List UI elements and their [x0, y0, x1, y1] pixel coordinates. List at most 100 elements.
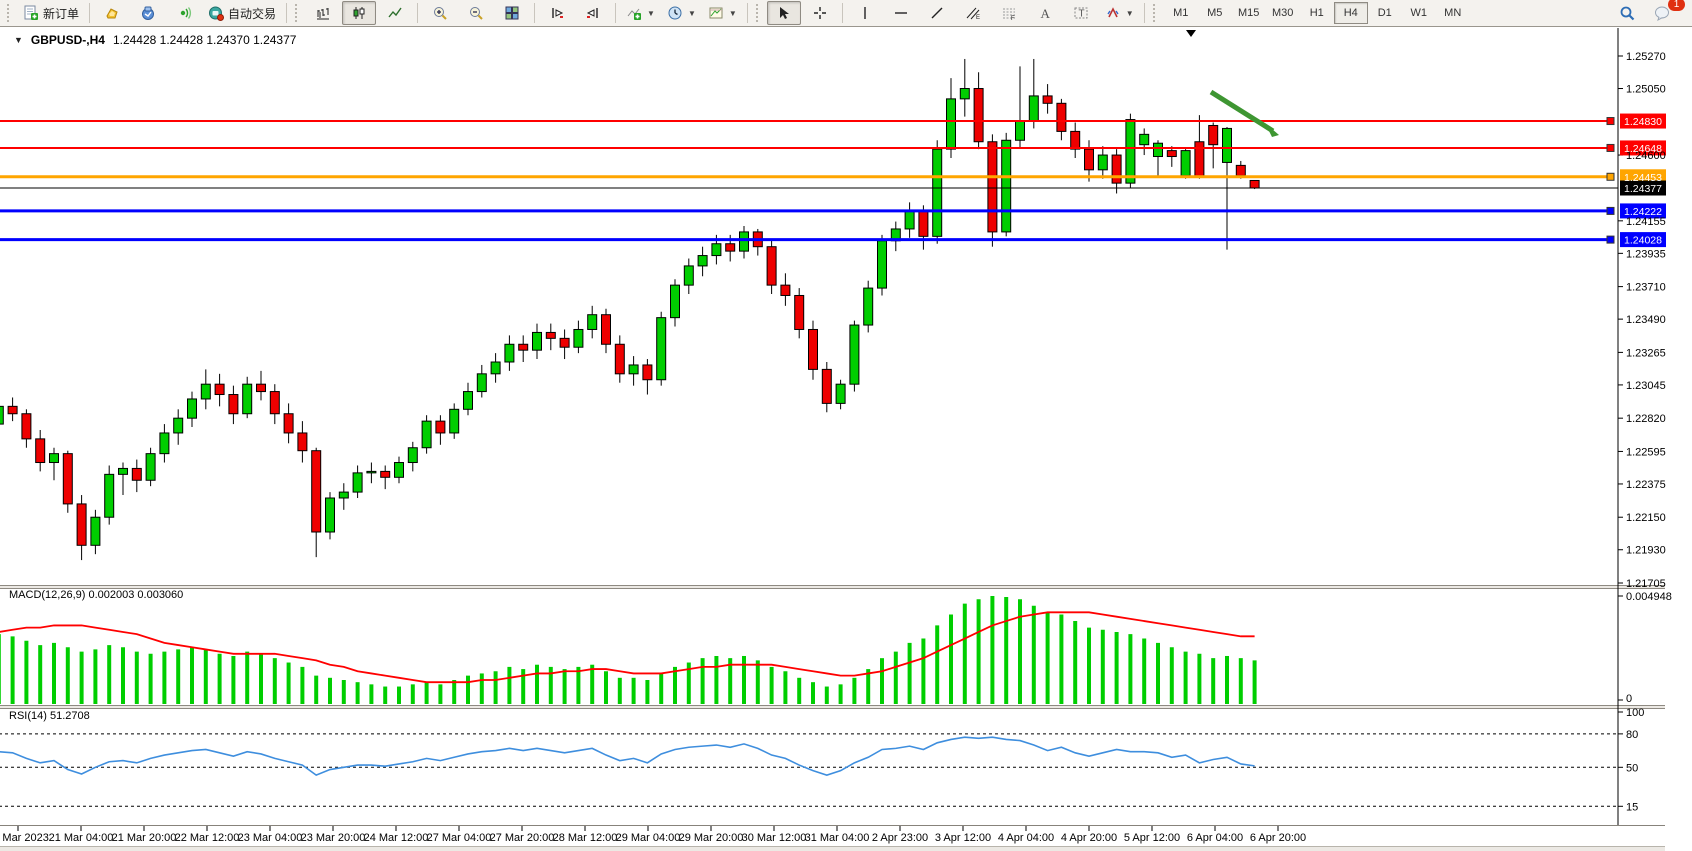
- toolbar-drag-handle[interactable]: [755, 4, 762, 22]
- template-icon: [709, 7, 723, 19]
- svg-text:2 Apr 23:00: 2 Apr 23:00: [872, 832, 928, 844]
- macd-pane: [0, 596, 1257, 704]
- timeframe-M5[interactable]: M5: [1207, 7, 1223, 19]
- timeframe-H4[interactable]: H4: [1333, 2, 1368, 24]
- auto-scroll-button[interactable]: [540, 1, 574, 25]
- text-label-button[interactable]: T: [1064, 1, 1098, 25]
- svg-text:E: E: [976, 15, 980, 21]
- timeframe-M1[interactable]: M1: [1173, 7, 1189, 19]
- rsi-indicator-label: RSI(14) 51.2708: [9, 710, 90, 722]
- text-icon: A: [1040, 6, 1050, 21]
- new-order-icon: [24, 5, 38, 20]
- periods-button[interactable]: ▼: [662, 1, 701, 25]
- svg-text:1.22820: 1.22820: [1626, 413, 1666, 425]
- chart-window: 1.25270 1.25050 1.24600 1.24155 1.23935 1.237…: [0, 27, 1692, 851]
- trendline-button[interactable]: [920, 1, 954, 25]
- cursor-button[interactable]: [766, 1, 801, 25]
- timeframe-M30[interactable]: M30: [1272, 7, 1294, 19]
- svg-text:80: 80: [1626, 729, 1638, 741]
- chart-canvas[interactable]: 1.25270 1.25050 1.24600 1.24155 1.23935 1.237…: [0, 27, 1692, 851]
- notifications-button[interactable]: 1: [1646, 0, 1685, 25]
- tile-windows-icon: [505, 6, 519, 20]
- svg-text:1.22375: 1.22375: [1626, 479, 1666, 491]
- search-button[interactable]: [1610, 1, 1644, 25]
- toolbar-drag-handle[interactable]: [295, 4, 301, 22]
- svg-text:27 Mar 20:00: 27 Mar 20:00: [490, 832, 555, 844]
- timeframe-W1[interactable]: W1: [1410, 7, 1427, 19]
- svg-text:27 Mar 04:00: 27 Mar 04:00: [427, 832, 492, 844]
- metaeditor-icon: [142, 6, 155, 20]
- svg-text:21 Mar 20:00: 21 Mar 20:00: [112, 832, 177, 844]
- svg-text:A: A: [1040, 6, 1050, 21]
- svg-text:4 Apr 04:00: 4 Apr 04:00: [998, 832, 1054, 844]
- svg-text:1.24648: 1.24648: [1624, 143, 1662, 155]
- metaeditor-button[interactable]: [131, 1, 165, 25]
- svg-text:T: T: [1078, 9, 1084, 20]
- gold-icon: [106, 8, 118, 19]
- svg-text:20 Mar 2023: 20 Mar 2023: [0, 832, 49, 844]
- svg-text:6 Apr 04:00: 6 Apr 04:00: [1187, 832, 1243, 844]
- autotrading-icon: [209, 6, 225, 21]
- toolbar-separator: [89, 3, 91, 23]
- notification-count-badge: 1: [1668, 0, 1685, 11]
- svg-text:1.24028: 1.24028: [1624, 235, 1662, 247]
- market-watch-button[interactable]: [95, 1, 129, 25]
- zoom-out-button[interactable]: [459, 1, 493, 25]
- svg-text:5 Apr 12:00: 5 Apr 12:00: [1124, 832, 1180, 844]
- toolbar-drag-handle[interactable]: [7, 4, 13, 22]
- crosshair-button[interactable]: [803, 1, 837, 25]
- trend-arrow: [1209, 89, 1279, 137]
- vertical-line-button[interactable]: [848, 1, 882, 25]
- svg-text:24 Mar 12:00: 24 Mar 12:00: [364, 832, 429, 844]
- svg-text:1.24830: 1.24830: [1624, 116, 1662, 128]
- equidistant-channel-button[interactable]: E: [956, 1, 990, 25]
- candlestick-chart-button[interactable]: [342, 1, 377, 25]
- dropdown-arrow-icon: ▼: [1125, 8, 1134, 18]
- fibonacci-button[interactable]: F: [992, 1, 1026, 25]
- arrows-button[interactable]: ▼: [1100, 1, 1139, 25]
- svg-text:28 Mar 12:00: 28 Mar 12:00: [553, 832, 618, 844]
- zoom-in-button[interactable]: [423, 1, 457, 25]
- svg-text:1.21705: 1.21705: [1626, 578, 1666, 590]
- timeframe-H1[interactable]: H1: [1309, 7, 1324, 19]
- svg-text:31 Mar 04:00: 31 Mar 04:00: [805, 832, 870, 844]
- horizontal-line-icon: [894, 12, 907, 14]
- templates-button[interactable]: ▼: [703, 1, 742, 25]
- text-button[interactable]: A: [1028, 1, 1062, 25]
- svg-text:1.23935: 1.23935: [1626, 248, 1666, 260]
- svg-text:1.23045: 1.23045: [1626, 380, 1666, 392]
- symbol-dropdown-icon[interactable]: ▼: [14, 35, 23, 45]
- horizontal-line-button[interactable]: [884, 1, 918, 25]
- svg-text:1.23490: 1.23490: [1626, 314, 1666, 326]
- search-icon: [1620, 6, 1634, 20]
- chart-shift-button[interactable]: [576, 1, 610, 25]
- timeframe-MN[interactable]: MN: [1444, 7, 1462, 19]
- svg-text:4 Apr 20:00: 4 Apr 20:00: [1061, 832, 1117, 844]
- chart-title: ▼ GBPUSD-,H4 1.24428 1.24428 1.24370 1.2…: [14, 33, 296, 47]
- timeframe-D1[interactable]: D1: [1377, 7, 1392, 19]
- indicators-icon: [627, 8, 642, 20]
- candlestick-chart-icon: [353, 7, 365, 19]
- svg-text:1.25270: 1.25270: [1626, 51, 1666, 63]
- dropdown-arrow-icon: ▼: [728, 8, 737, 18]
- rsi-pane: [0, 733, 1618, 807]
- auto-scroll-icon: [552, 8, 564, 18]
- svg-text:29 Mar 04:00: 29 Mar 04:00: [616, 832, 681, 844]
- indicators-button[interactable]: ▼: [621, 1, 660, 25]
- line-chart-icon: [388, 7, 402, 18]
- vertical-line-icon: [864, 7, 866, 19]
- chat-bubble-icon: [1655, 6, 1669, 21]
- candles: [0, 58, 1260, 561]
- new-order-button[interactable]: 新订单: [18, 1, 84, 25]
- line-chart-button[interactable]: [378, 1, 412, 25]
- cursor-icon: [779, 7, 789, 19]
- autotrading-button[interactable]: 自动交易: [203, 1, 281, 25]
- svg-text:0: 0: [1626, 693, 1632, 705]
- tile-windows-button[interactable]: [495, 1, 529, 25]
- timeframe-M15[interactable]: M15: [1238, 7, 1260, 19]
- svg-text:1.22595: 1.22595: [1626, 446, 1666, 458]
- bar-chart-button[interactable]: [306, 1, 340, 25]
- signals-button[interactable]: [167, 1, 201, 25]
- toolbar-drag-handle[interactable]: [1152, 4, 1159, 22]
- svg-text:29 Mar 20:00: 29 Mar 20:00: [679, 832, 744, 844]
